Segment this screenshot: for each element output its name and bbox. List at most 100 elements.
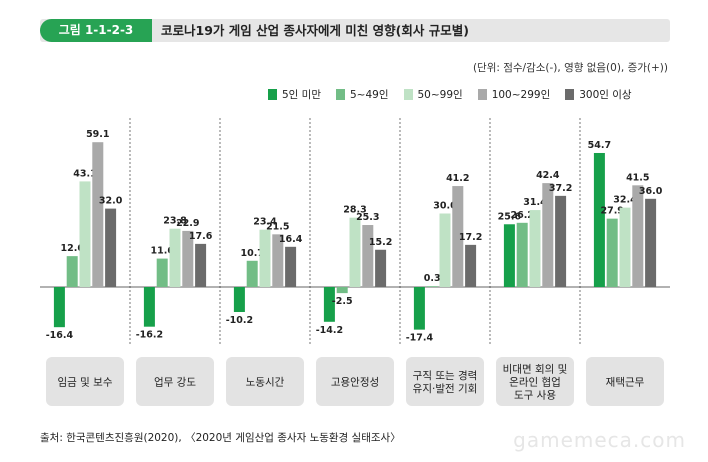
bar-3-3 — [362, 225, 374, 287]
bar-0-4 — [105, 208, 117, 287]
legend-swatch-1 — [336, 89, 345, 100]
legend-item-4: 300인 이상 — [565, 87, 632, 102]
category-label-5-1: 온라인 협업 — [509, 376, 561, 389]
data-label-0-1: 12.6 — [60, 243, 84, 254]
bar-2-4 — [285, 246, 297, 287]
legend-label-1: 5~49인 — [350, 89, 389, 101]
category-label-3-0: 고용안정성 — [331, 377, 379, 389]
legend-swatch-4 — [565, 89, 575, 100]
category-label-6-0: 재택근무 — [606, 377, 645, 389]
data-label-2-1: 10.7 — [240, 248, 263, 259]
data-label-1-0: -16.2 — [136, 330, 163, 341]
legend-label-4: 300인 이상 — [579, 89, 632, 101]
bar-2-0 — [233, 287, 245, 312]
data-label-6-3: 41.5 — [626, 172, 649, 183]
data-label-5-3: 42.4 — [536, 170, 560, 181]
data-label-2-3: 21.5 — [266, 221, 289, 232]
data-label-6-0: 54.7 — [588, 140, 611, 151]
category-label-0-0: 임금 및 보수 — [58, 376, 113, 389]
data-label-1-3: 22.9 — [176, 218, 199, 229]
data-label-3-4: 15.2 — [369, 237, 392, 248]
title-bar — [40, 19, 670, 42]
category-box-6 — [586, 357, 664, 406]
category-label-4-1: 유지·발전 기회 — [413, 383, 478, 395]
data-label-6-4: 36.0 — [639, 186, 663, 197]
bar-1-0 — [143, 287, 155, 327]
data-label-4-3: 41.2 — [446, 173, 469, 184]
category-box-0 — [46, 357, 124, 406]
data-label-4-2: 30.0 — [433, 201, 457, 212]
bar-4-3 — [452, 186, 464, 287]
data-label-4-1: 0.3 — [424, 273, 441, 284]
bar-1-4 — [195, 243, 207, 287]
bar-5-2 — [529, 210, 541, 287]
data-label-0-3: 59.1 — [86, 129, 109, 140]
legend-item-0: 5인 미만 — [268, 87, 321, 102]
data-label-5-4: 37.2 — [549, 183, 572, 194]
bar-4-2 — [439, 213, 451, 287]
bar-3-4 — [375, 249, 387, 287]
bar-2-3 — [272, 234, 284, 287]
bar-6-3 — [632, 185, 644, 287]
data-label-1-4: 17.6 — [189, 231, 213, 242]
data-label-6-1: 27.9 — [600, 206, 623, 217]
data-label-2-0: -10.2 — [226, 315, 253, 326]
data-label-5-2: 31.4 — [523, 197, 547, 208]
data-label-3-2: 28.3 — [343, 205, 366, 216]
data-label-0-0: -16.4 — [46, 330, 74, 341]
bar-1-2 — [169, 228, 181, 287]
bar-1-1 — [156, 258, 168, 287]
legend-item-1: 5~49인 — [336, 87, 389, 102]
bar-5-0 — [503, 224, 515, 287]
category-box-3 — [316, 357, 394, 406]
bar-6-4 — [645, 198, 657, 287]
category-box-2 — [226, 357, 304, 406]
data-label-5-1: 26.2 — [510, 210, 533, 221]
source-note: 출처: 한국콘텐츠진흥원(2020), 〈2020년 게임산업 종사자 노동환경… — [40, 432, 401, 444]
bar-5-4 — [555, 195, 567, 287]
category-label-5-0: 비대면 회의 및 — [503, 364, 568, 376]
data-label-1-2: 23.8 — [163, 216, 187, 227]
legend-label-2: 50~99인 — [417, 89, 463, 101]
data-label-3-1: -2.5 — [332, 296, 353, 307]
bar-0-1 — [66, 256, 78, 287]
bar-5-1 — [516, 222, 528, 287]
data-label-1-1: 11.6 — [150, 246, 174, 257]
category-box-4 — [406, 357, 484, 406]
data-label-2-4: 16.4 — [279, 234, 303, 245]
legend-label-0: 5인 미만 — [282, 89, 321, 101]
category-label-4-0: 구직 또는 경력 — [413, 369, 478, 382]
bar-0-2 — [79, 181, 91, 287]
legend-item-3: 100~299인 — [477, 87, 551, 102]
bar-6-0 — [593, 152, 605, 287]
data-label-0-4: 32.0 — [99, 196, 123, 207]
bar-4-0 — [413, 287, 425, 330]
legend-swatch-3 — [477, 89, 487, 100]
data-label-4-0: -17.4 — [406, 333, 434, 344]
bar-6-2 — [619, 207, 631, 287]
unit-note: (단위: 점수/감소(-), 영향 없음(0), 증가(+)) — [472, 62, 668, 74]
chart-title: 코로나19가 게임 산업 종사자에게 미친 영향(회사 규모별) — [161, 23, 469, 38]
category-box-1 — [136, 357, 214, 406]
data-label-3-3: 25.3 — [356, 212, 379, 223]
bar-1-3 — [182, 230, 194, 287]
legend-swatch-0 — [268, 89, 277, 100]
legend: 5인 미만 5~49인 50~99인 100~299인 300인 이상 — [268, 87, 632, 102]
legend-label-3: 100~299인 — [491, 89, 551, 101]
bar-6-1 — [606, 218, 618, 287]
legend-item-2: 50~99인 — [403, 87, 463, 102]
category-label-2-0: 노동시간 — [246, 377, 285, 389]
data-label-2-2: 23.4 — [253, 217, 277, 228]
bar-4-1 — [426, 286, 438, 287]
category-label-5-2: 도구 사용 — [514, 390, 556, 402]
data-label-6-2: 32.4 — [613, 195, 637, 206]
bar-2-2 — [259, 229, 271, 287]
watermark: gamemeca.com — [513, 428, 686, 452]
bar-3-0 — [323, 287, 335, 322]
data-label-5-0: 25.6 — [498, 211, 522, 222]
bar-2-1 — [246, 260, 258, 287]
bar-4-4 — [465, 244, 477, 287]
figure-label: 그림 1-1-2-3 — [40, 19, 152, 42]
bar-5-3 — [542, 183, 554, 287]
